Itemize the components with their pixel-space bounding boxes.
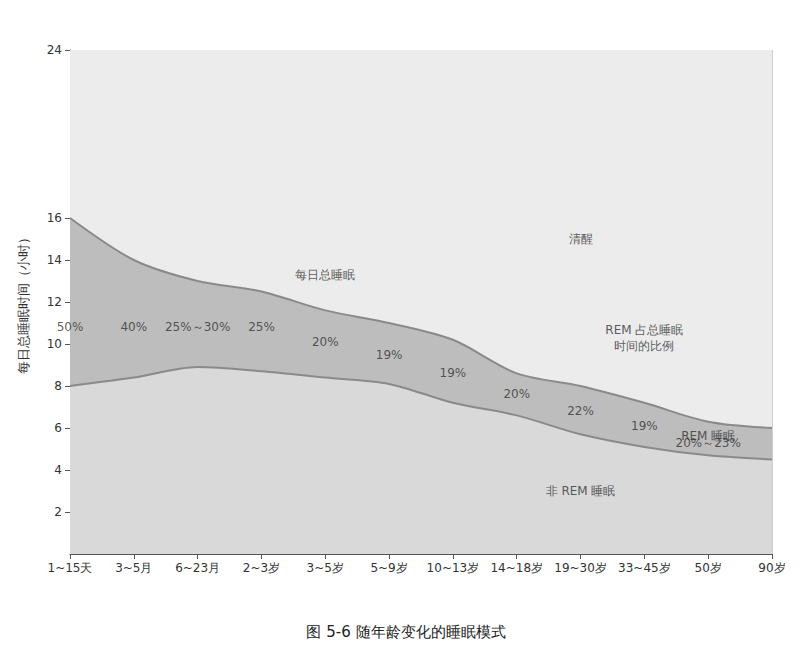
svg-text:清醒: 清醒	[569, 232, 593, 246]
svg-text:19~30岁: 19~30岁	[554, 561, 607, 575]
svg-text:25%: 25%	[248, 320, 275, 334]
svg-text:REM 占总睡眠: REM 占总睡眠	[605, 323, 683, 337]
svg-text:10~13岁: 10~13岁	[427, 561, 480, 575]
svg-text:19%: 19%	[440, 366, 467, 380]
svg-text:90岁: 90岁	[758, 561, 785, 575]
svg-text:6: 6	[54, 421, 62, 435]
svg-text:40%: 40%	[120, 320, 147, 334]
svg-text:3~5月: 3~5月	[115, 561, 152, 575]
svg-text:每日总睡眠: 每日总睡眠	[295, 268, 355, 282]
svg-text:50岁: 50岁	[695, 561, 722, 575]
svg-text:14: 14	[47, 253, 62, 267]
svg-text:6~23月: 6~23月	[175, 561, 220, 575]
svg-text:22%: 22%	[567, 404, 594, 418]
svg-text:2: 2	[54, 505, 62, 519]
svg-text:3~5岁: 3~5岁	[307, 561, 344, 575]
svg-text:24: 24	[47, 43, 62, 57]
svg-text:20%～23%: 20%～23%	[676, 436, 741, 450]
svg-text:5~9岁: 5~9岁	[370, 561, 407, 575]
svg-text:1~15天: 1~15天	[48, 561, 93, 575]
svg-text:33~45岁: 33~45岁	[618, 561, 671, 575]
svg-text:19%: 19%	[631, 419, 658, 433]
svg-text:12: 12	[47, 295, 62, 309]
svg-text:8: 8	[54, 379, 62, 393]
svg-text:19%: 19%	[376, 348, 403, 362]
svg-text:时间的比例: 时间的比例	[614, 339, 674, 353]
svg-text:每日总睡眠时间（小时）: 每日总睡眠时间（小时）	[16, 231, 31, 374]
svg-text:10: 10	[47, 337, 62, 351]
svg-text:14~18岁: 14~18岁	[490, 561, 543, 575]
svg-text:50%: 50%	[57, 320, 84, 334]
svg-text:25%～30%: 25%～30%	[165, 320, 230, 334]
svg-text:16: 16	[47, 211, 62, 225]
svg-text:非 REM 睡眠: 非 REM 睡眠	[546, 484, 616, 498]
svg-text:2~3岁: 2~3岁	[243, 561, 280, 575]
svg-text:图 5-6 随年龄变化的睡眠模式: 图 5-6 随年龄变化的睡眠模式	[306, 623, 505, 641]
svg-text:4: 4	[54, 463, 62, 477]
svg-text:20%: 20%	[503, 387, 530, 401]
svg-text:20%: 20%	[312, 335, 339, 349]
